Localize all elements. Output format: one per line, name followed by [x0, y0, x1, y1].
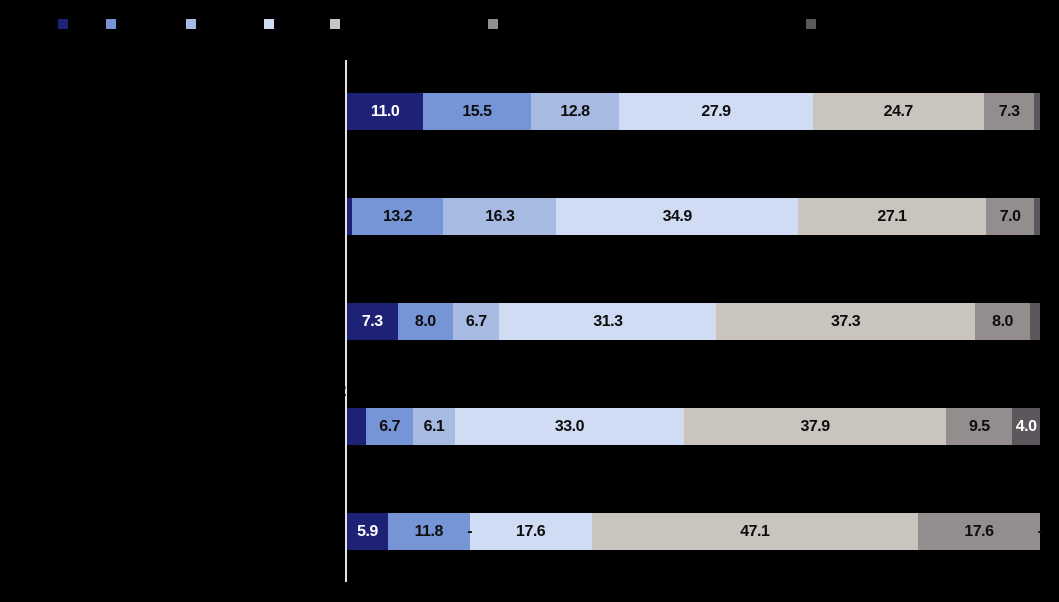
segment-value-label: 6.1 [423, 417, 445, 435]
bar-segment: 9.5 [946, 408, 1013, 445]
segment-value-label: 13.2 [383, 207, 413, 225]
segment-value-label: 37.9 [800, 417, 831, 435]
legend-swatch [264, 19, 274, 29]
segment-value-label: 11.8 [414, 522, 444, 540]
segment-value-label: 47.1 [740, 522, 770, 540]
bar-segment: 27.1 [798, 198, 986, 235]
bar-segment: 47.1 [591, 513, 918, 550]
segment-value-label: - [1037, 522, 1043, 540]
axis-label-fragment: ) [339, 175, 345, 194]
segment-value-label: 24.7 [883, 102, 914, 120]
segment-value-label: 7.3 [998, 102, 1020, 120]
bar-segment: 17.6 [469, 513, 592, 550]
segment-value-label: 8.0 [992, 312, 1013, 330]
chart-legend [0, 0, 1059, 40]
segment-value-label: 6.7 [465, 312, 487, 330]
segment-value-label: 8.0 [414, 312, 436, 330]
segment-value-label: 17.6 [964, 522, 994, 540]
segment-value-label: 7.3 [361, 312, 383, 330]
bar-row: 13.2 16.3 34.9 27.1 7.0 [347, 198, 1040, 235]
bar-segment [1034, 198, 1040, 235]
bar-segment: 16.3 [443, 198, 557, 235]
bar-segment: 37.9 [683, 408, 947, 445]
y-axis-line [345, 60, 347, 582]
bar-segment [1030, 303, 1040, 340]
bar-segment: 7.0 [985, 198, 1035, 235]
bar-segment: 33.0 [455, 408, 684, 445]
bar-segment: 37.3 [716, 303, 975, 340]
legend-swatch [488, 19, 498, 29]
bar-segment: 12.8 [530, 93, 620, 130]
segment-value-label: 34.9 [662, 207, 693, 225]
segment-value-label: 6.7 [379, 417, 400, 435]
segment-value-label: 11.0 [370, 102, 400, 120]
segment-value-label: 5.9 [357, 522, 378, 540]
bar-segment [1034, 93, 1040, 130]
legend-swatch [330, 19, 340, 29]
bar-segment: 6.1 [412, 408, 456, 445]
legend-swatch [806, 19, 816, 29]
bar-segment: 6.7 [366, 408, 413, 445]
segment-value-label: 17.6 [516, 522, 546, 540]
segment-value-label: 12.8 [560, 102, 590, 120]
bar-segment: 8.0 [397, 303, 454, 340]
segment-value-label: 33.0 [554, 417, 585, 435]
bar-segment: 7.3 [983, 93, 1035, 130]
bar-segment: 8.0 [974, 303, 1031, 340]
bar-segment [347, 198, 352, 235]
legend-swatch [106, 19, 116, 29]
segment-value-label: 37.3 [831, 312, 861, 330]
segment-value-label: 4.0 [1015, 417, 1037, 435]
bar-row: 11.0 15.5 12.8 27.9 24.7 7.3 [347, 93, 1040, 130]
bar-segment: 11.0 [347, 93, 424, 130]
bar-segment [347, 408, 367, 445]
segment-value-label: 31.3 [593, 312, 623, 330]
bar-segment: 13.2 [351, 198, 444, 235]
bar-segment: 24.7 [812, 93, 984, 130]
legend-swatch [186, 19, 196, 29]
segment-value-label: 27.1 [877, 207, 907, 225]
bar-segment: 15.5 [423, 93, 531, 130]
segment-value-label: 16.3 [485, 207, 515, 225]
legend-swatch [58, 19, 68, 29]
segment-value-label: - [467, 522, 473, 540]
bar-segment: 17.6 [917, 513, 1040, 550]
segment-value-label: 15.5 [462, 102, 492, 120]
bar-segment: 27.9 [619, 93, 813, 130]
bar-segment: 4.0 [1012, 408, 1040, 445]
bar-segment: 34.9 [556, 198, 799, 235]
bar-row: 5.9 11.8 - 17.6 47.1 17.6 - [347, 513, 1043, 550]
bar-row: 6.7 6.1 33.0 37.9 9.5 4.0 [347, 408, 1040, 445]
bar-segment: 31.3 [499, 303, 717, 340]
segment-value-label: 27.9 [701, 102, 731, 120]
bar-segment: 6.7 [453, 303, 500, 340]
axis-label-fragment: 2 [337, 381, 347, 400]
segment-value-label: 9.5 [968, 417, 990, 435]
bar-segment: 11.8 [387, 513, 470, 550]
bar-segment: 5.9 [347, 513, 388, 550]
bar-segment: 7.3 [347, 303, 398, 340]
bar-row: 7.3 8.0 6.7 31.3 37.3 8.0 [347, 303, 1040, 340]
segment-value-label: 7.0 [999, 207, 1021, 225]
